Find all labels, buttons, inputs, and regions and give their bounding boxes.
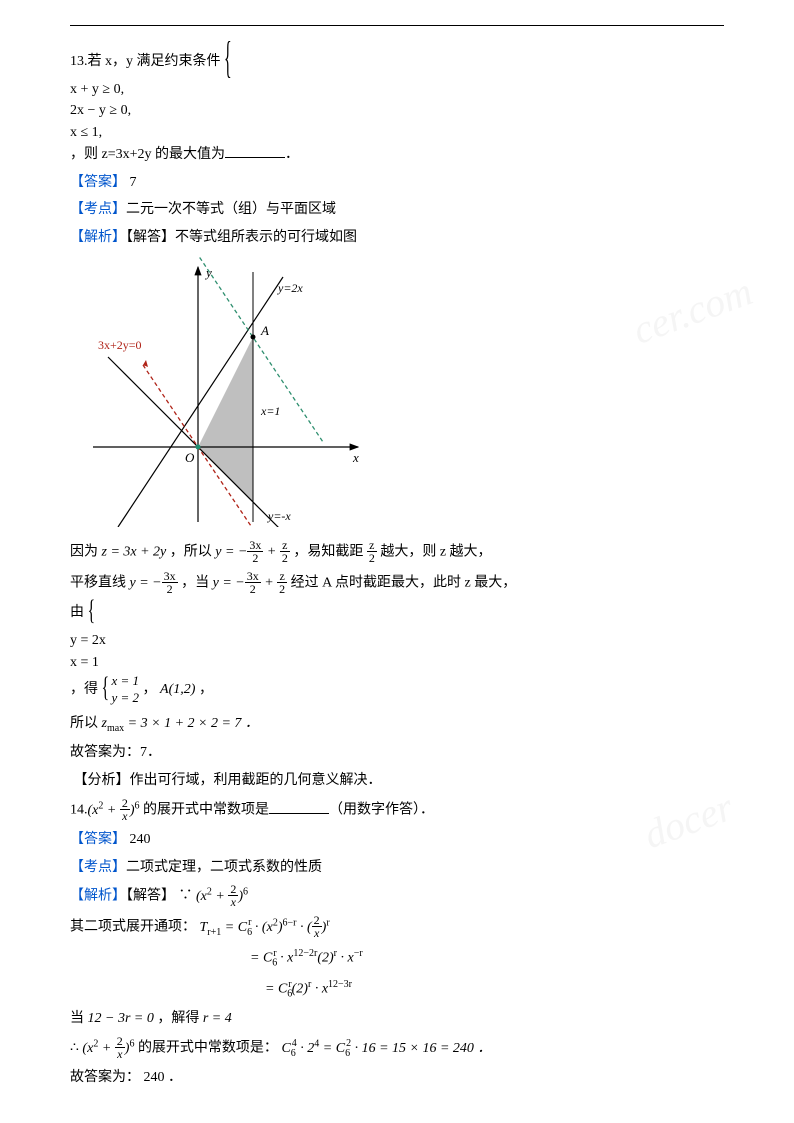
q14-line1: 其二项式展开通项： Tr+1 = C6r · (x2)6−r · (2x)r [70,915,724,940]
svg-text:O: O [185,450,195,465]
svg-text:A: A [260,323,269,338]
q13-parse-head: 【解析】【解答】不等式组所表示的可行域如图 [70,227,724,249]
q13-stem: 13.若 x，y 满足约束条件 [70,51,724,73]
q13-analysis: 【分析】作出可行域，利用截距的几何意义解决． [70,770,724,792]
q13-answer: 【答案】 7 [70,172,724,194]
q13-topic: 【考点】二元一次不等式（组）与平面区域 [70,199,724,221]
q14-topic: 【考点】二项式定理，二项式系数的性质 [70,857,724,879]
q14-line5: ∴ (x2 + 2x)6 的展开式中常数项是： C64 · 24 = C62 ·… [70,1036,724,1061]
q13-line1: 因为 z = 3x + 2y ，所以 y = −3x2 + z2 ，易知截距 z… [70,540,724,565]
q13-graph: y x O 3x+2y=0 y=2x x=1 A y=-x [78,257,724,535]
q14-answer: 【答案】 240 [70,829,724,851]
q13-line2: 平移直线 y = −3x2 ，当 y = −3x2 + z2 经过 A 点时截距… [70,571,724,596]
q14-line4: 当 12 − 3r = 0 ，解得 r = 4 [70,1008,724,1030]
svg-text:x: x [352,450,359,465]
q13-line3: 由 [70,602,724,624]
svg-text:x=1: x=1 [260,404,280,418]
q14-line6: 故答案为： 240 ． [70,1067,724,1089]
svg-text:3x+2y=0: 3x+2y=0 [98,338,142,352]
q14-parse-head: 【解析】【解答】 ∵ (x2 + 2x)6 [70,884,724,909]
svg-text:y=2x: y=2x [277,281,303,295]
svg-text:y: y [204,265,212,280]
q13-line4: 所以 zmax = 3 × 1 + 2 × 2 = 7 ． [70,713,724,736]
q14-line2: = C6r · x12−2r(2)r · x−r [250,946,724,971]
q14-line3: = C6r(2)r · x12−3r [265,977,724,1002]
q13-line5: 故答案为：7． [70,742,724,764]
svg-text:y=-x: y=-x [267,509,291,523]
top-rule [70,25,724,26]
q14-stem: 14.(x2 + 2x)6 的展开式中常数项是（用数字作答）． [70,798,724,823]
